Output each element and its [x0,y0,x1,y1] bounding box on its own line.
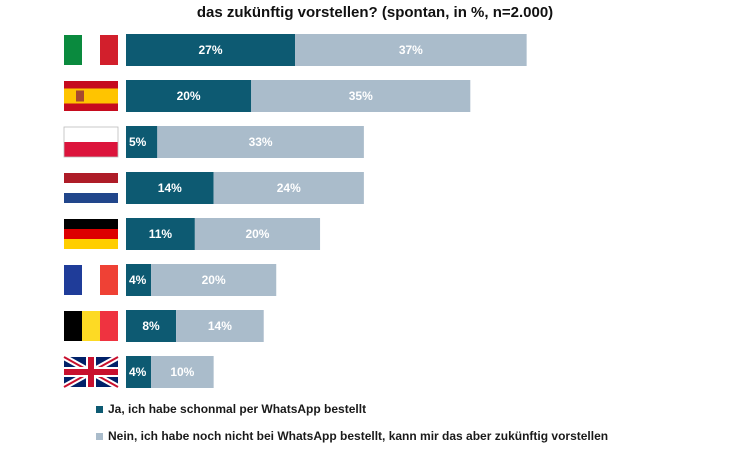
data-label-yes: 27% [198,43,222,57]
poland-flag-icon [63,126,119,158]
bar-no [295,34,527,66]
bar-no [176,310,264,342]
bar-yes [126,34,296,66]
data-label-no: 20% [202,273,226,287]
legend-item-yes: Ja, ich habe schonmal per WhatsApp beste… [96,401,366,417]
data-label-yes: 11% [149,227,173,241]
bars-area: 27% 37% 20% 35% 5% 33% 14% 24% 11% 20% 4% 20% 8% 14% 4… [126,34,527,388]
data-label-no: 20% [245,227,269,241]
italy-flag-icon [64,35,118,65]
data-label-no: 24% [277,181,301,195]
bar-yes [126,264,152,296]
bar-yes [126,310,177,342]
uk-flag-icon [62,354,120,390]
legend-swatch-no [96,432,103,440]
bar-no [157,126,364,158]
bar-no [251,80,471,112]
netherlands-flag-icon [64,173,118,203]
germany-flag-icon [64,219,118,249]
legend-item-no: Nein, ich habe noch nicht bei WhatsApp b… [96,428,608,444]
data-label-no: 10% [170,365,194,379]
data-label-yes: 5% [129,135,147,149]
legend-label-yes: Ja, ich habe schonmal per WhatsApp beste… [108,402,367,416]
bar-no [194,218,321,250]
flag-column [62,35,120,390]
spain-flag-icon [64,81,118,111]
bar-yes [126,172,214,204]
bar-yes [126,80,252,112]
data-label-yes: 20% [177,89,201,103]
legend-label-no: Nein, ich habe noch nicht bei WhatsApp b… [108,429,609,443]
bar-yes [126,218,195,250]
legend-swatch-yes [96,405,103,413]
bar-yes [126,126,158,158]
bar-no [151,264,277,296]
data-label-no: 33% [249,135,273,149]
bar-no [213,172,364,204]
data-label-yes: 4% [129,365,147,379]
bar-yes [126,356,152,388]
data-label-no: 14% [208,319,232,333]
bar-no [151,356,214,388]
france-flag-icon [64,265,118,295]
data-label-yes: 4% [129,273,147,287]
belgium-flag-icon [64,311,118,341]
data-label-no: 37% [399,43,423,57]
chart-title: das zukünftig vorstellen? (spontan, in %… [196,4,554,21]
data-label-yes: 8% [142,319,160,333]
data-label-yes: 14% [158,181,182,195]
data-label-no: 35% [349,89,373,103]
